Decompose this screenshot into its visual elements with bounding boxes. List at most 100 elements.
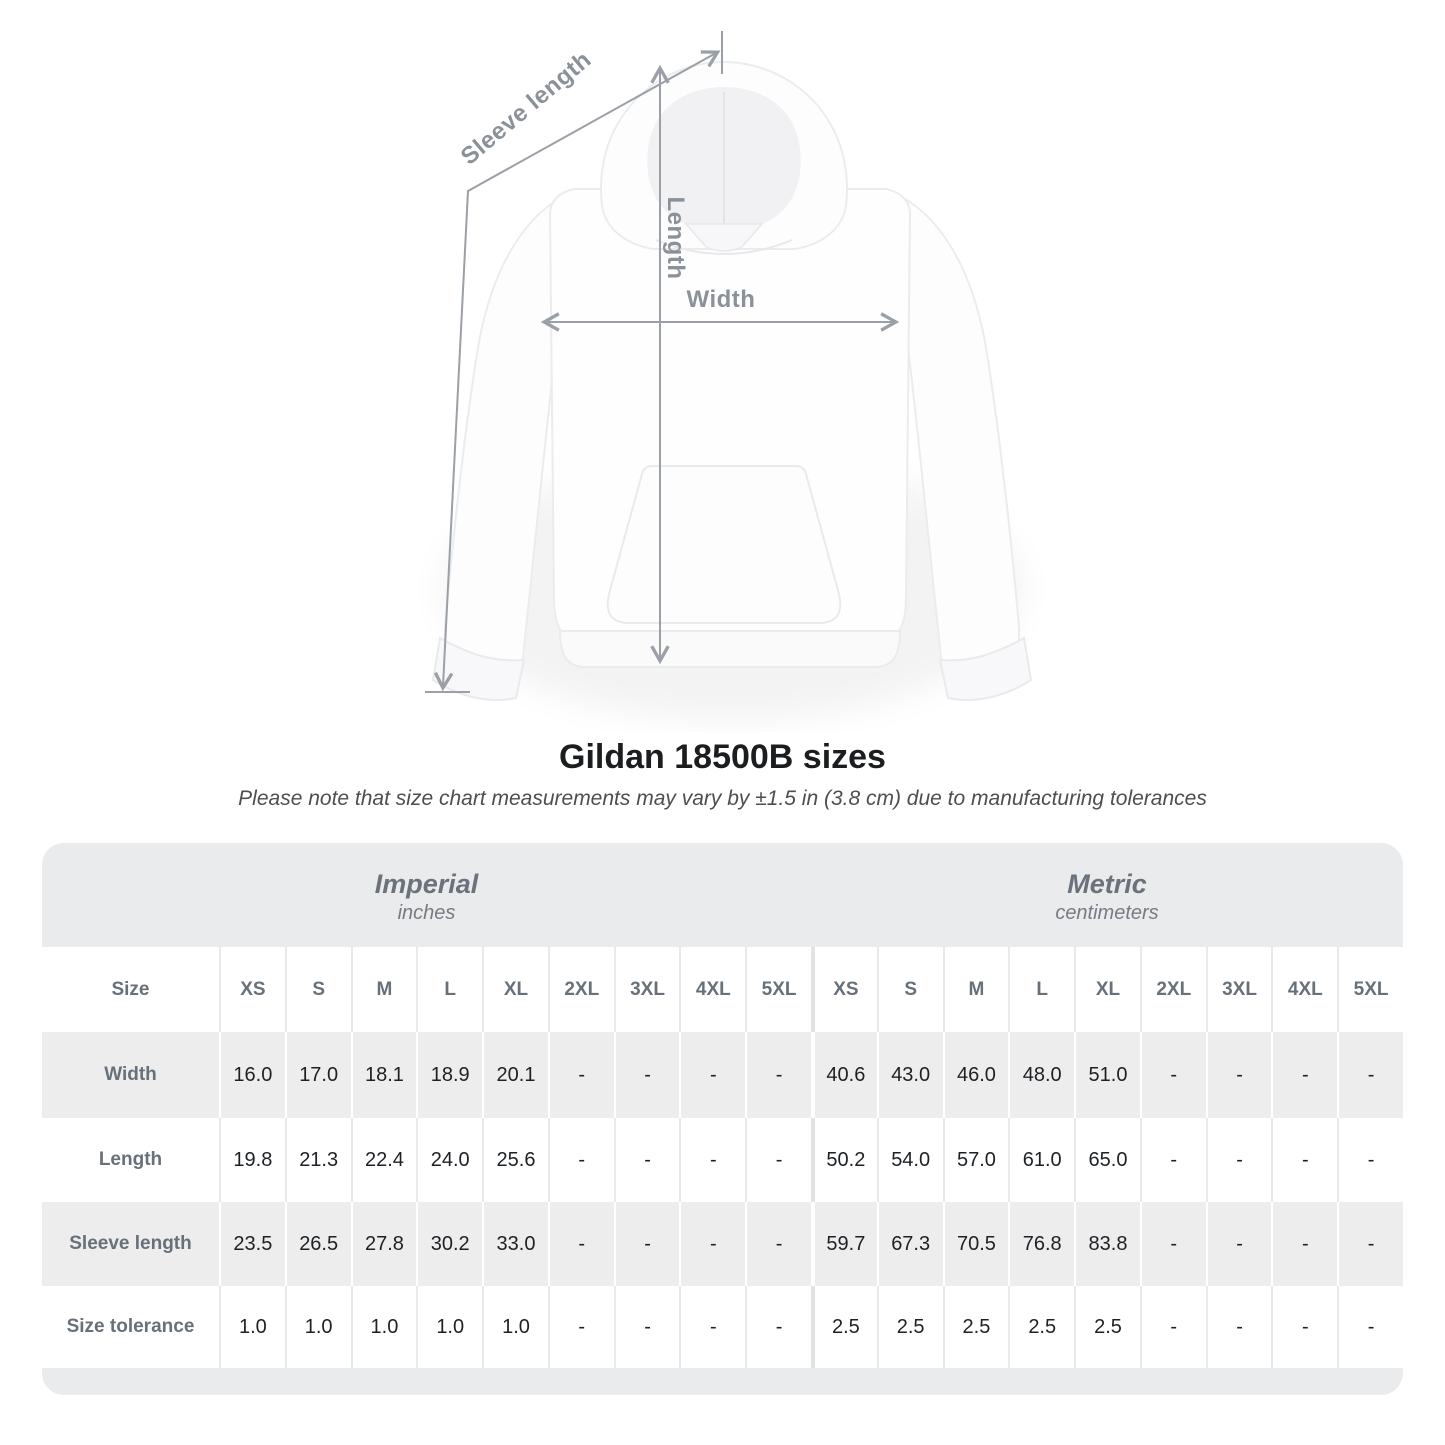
page-subtitle: Please note that size chart measurements… — [238, 787, 1207, 810]
table-footer-band — [42, 1368, 1403, 1395]
imperial-section-header: Imperial inches — [42, 843, 811, 947]
value-cell: 40.6 — [811, 1032, 877, 1118]
imperial-unit: inches — [397, 902, 456, 924]
size-header-row: Size XS S M L XL 2XL 3XL 4XL 5XL XS S M … — [42, 947, 1403, 1032]
size-header-cell: 3XL — [1205, 947, 1272, 1032]
value-cell: 48.0 — [1008, 1032, 1074, 1118]
value-cell: 2.5 — [1074, 1286, 1140, 1368]
value-cell: - — [679, 1202, 745, 1286]
value-cell: 57.0 — [942, 1118, 1009, 1202]
value-cell: 21.3 — [284, 1118, 351, 1202]
value-cell: - — [679, 1118, 745, 1202]
size-header-cell: L — [416, 947, 482, 1032]
size-header-cell: 2XL — [547, 947, 614, 1032]
value-cell: 22.4 — [350, 1118, 417, 1202]
size-col-header: Size — [111, 978, 150, 1000]
value-cell: 2.5 — [876, 1286, 943, 1368]
sleeve-length-arrow — [433, 50, 721, 692]
size-header-cell: XL — [482, 947, 548, 1032]
value-cell: 70.5 — [942, 1202, 1009, 1286]
row-label: Length — [98, 1149, 163, 1170]
width-dim-label: Width — [687, 286, 756, 313]
value-cell: 2.5 — [942, 1286, 1009, 1368]
value-cell: 2.5 — [811, 1286, 877, 1368]
value-cell: - — [1205, 1032, 1272, 1118]
value-cell: - — [1205, 1118, 1272, 1202]
table-row-length: Length 19.8 21.3 22.4 24.0 25.6 - - - - … — [42, 1118, 1403, 1202]
size-header-cell: 5XL — [1337, 947, 1403, 1032]
size-header-cell: 5XL — [745, 947, 811, 1032]
size-header-cell: XS — [219, 947, 285, 1032]
size-header-cell: S — [876, 947, 943, 1032]
value-cell: - — [1271, 1202, 1337, 1286]
value-cell: 1.0 — [416, 1286, 482, 1368]
size-header-cell: XS — [811, 947, 877, 1032]
value-cell: - — [1139, 1286, 1206, 1368]
value-cell: - — [547, 1202, 614, 1286]
row-label: Size tolerance — [66, 1316, 195, 1337]
length-dim-label: Length — [662, 197, 689, 280]
value-cell: 1.0 — [284, 1286, 351, 1368]
value-cell: - — [679, 1032, 745, 1118]
value-cell: - — [1139, 1032, 1206, 1118]
value-cell: 43.0 — [876, 1032, 943, 1118]
size-header-cell: M — [350, 947, 417, 1032]
value-cell: 19.8 — [219, 1118, 285, 1202]
value-cell: 1.0 — [350, 1286, 417, 1368]
value-cell: 1.0 — [482, 1286, 548, 1368]
value-cell: 51.0 — [1074, 1032, 1140, 1118]
size-table: Imperial inches Metric centimeters Size … — [42, 843, 1403, 1395]
value-cell: - — [679, 1286, 745, 1368]
value-cell: - — [613, 1202, 680, 1286]
value-cell: 1.0 — [219, 1286, 285, 1368]
imperial-label: Imperial — [374, 869, 479, 899]
value-cell: 61.0 — [1008, 1118, 1074, 1202]
value-cell: 76.8 — [1008, 1202, 1074, 1286]
value-cell: - — [613, 1032, 680, 1118]
value-cell: 30.2 — [416, 1202, 482, 1286]
table-row-width: Width 16.0 17.0 18.1 18.9 20.1 - - - - 4… — [42, 1032, 1403, 1118]
value-cell: - — [745, 1032, 811, 1118]
table-row-sleeve-length: Sleeve length 23.5 26.5 27.8 30.2 33.0 -… — [42, 1202, 1403, 1286]
value-cell: - — [1139, 1202, 1206, 1286]
value-cell: - — [745, 1202, 811, 1286]
value-cell: 33.0 — [482, 1202, 548, 1286]
metric-label: Metric — [1067, 869, 1147, 899]
value-cell: 20.1 — [482, 1032, 548, 1118]
value-cell: 23.5 — [219, 1202, 285, 1286]
value-cell: - — [547, 1032, 614, 1118]
hoodie-right-sleeve — [890, 190, 1020, 668]
value-cell: - — [1205, 1286, 1272, 1368]
metric-section-header: Metric centimeters — [811, 843, 1403, 947]
value-cell: 17.0 — [284, 1032, 351, 1118]
value-cell: - — [1337, 1032, 1403, 1118]
size-header-cell: XL — [1074, 947, 1140, 1032]
hoodie-measurement-diagram: Sleeve length Length Width — [425, 31, 1033, 720]
value-cell: - — [1139, 1118, 1206, 1202]
size-header-cell: 3XL — [613, 947, 680, 1032]
size-header-cell: L — [1008, 947, 1074, 1032]
value-cell: 59.7 — [811, 1202, 877, 1286]
value-cell: - — [613, 1286, 680, 1368]
value-cell: - — [1271, 1032, 1337, 1118]
row-label: Sleeve length — [69, 1233, 192, 1254]
value-cell: - — [547, 1118, 614, 1202]
value-cell: - — [1271, 1118, 1337, 1202]
sleeve-length-dim-label: Sleeve length — [456, 46, 597, 170]
value-cell: 25.6 — [482, 1118, 548, 1202]
value-cell: - — [613, 1118, 680, 1202]
row-label: Width — [104, 1064, 157, 1085]
value-cell: 83.8 — [1074, 1202, 1140, 1286]
hoodie-pocket — [606, 465, 842, 624]
value-cell: - — [1205, 1202, 1272, 1286]
value-cell: 65.0 — [1074, 1118, 1140, 1202]
page-title: Gildan 18500B sizes — [559, 738, 886, 776]
value-cell: 2.5 — [1008, 1286, 1074, 1368]
table-header-band: Imperial inches Metric centimeters — [42, 843, 1403, 947]
value-cell: 54.0 — [876, 1118, 943, 1202]
value-cell: - — [745, 1118, 811, 1202]
size-header-cell: 4XL — [679, 947, 745, 1032]
value-cell: 50.2 — [811, 1118, 877, 1202]
value-cell: 46.0 — [942, 1032, 1009, 1118]
size-header-cell: 4XL — [1271, 947, 1337, 1032]
